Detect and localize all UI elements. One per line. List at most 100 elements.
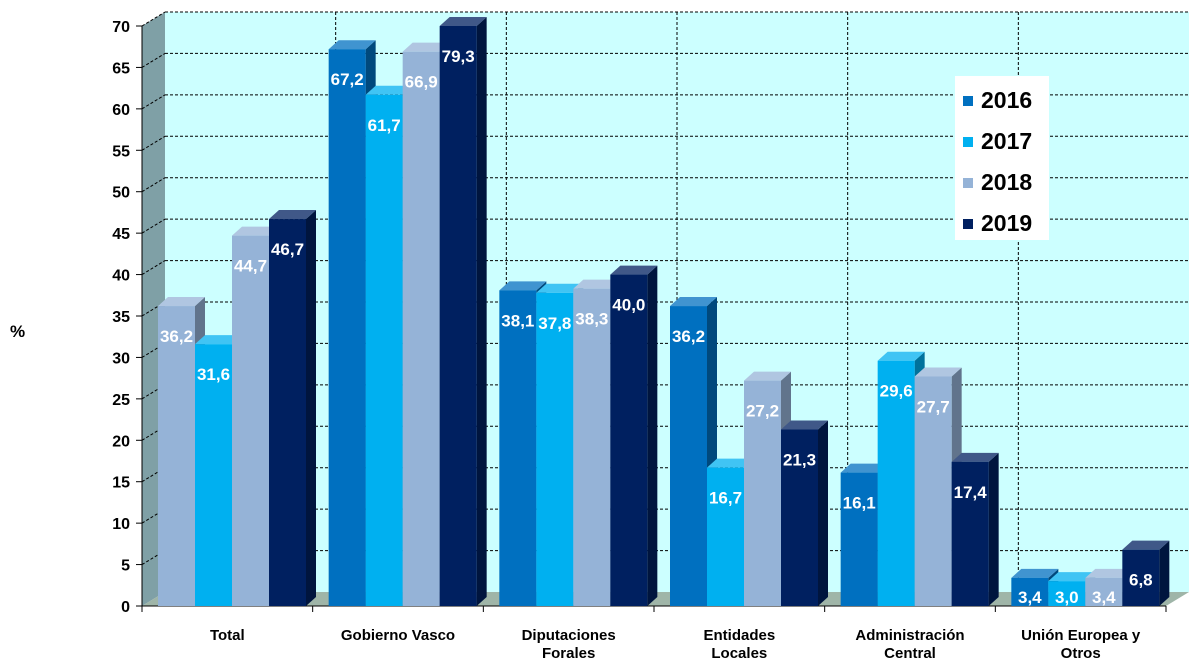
data-label: 36,2 (672, 327, 705, 346)
legend-swatch-2019 (963, 218, 973, 229)
bar-front (328, 49, 366, 606)
data-label: 79,3 (442, 47, 475, 66)
gridline-side (141, 53, 166, 68)
legend-label-2018: 2018 (981, 169, 1033, 195)
bar-front (195, 344, 232, 606)
bar-top (914, 367, 962, 377)
data-label: 46,7 (271, 240, 304, 259)
legend-item-2016: 2016 (963, 80, 1049, 121)
data-label: 3,4 (1092, 588, 1116, 607)
x-tick-label: Gobierno Vasco (341, 627, 455, 644)
bar-top (1122, 540, 1170, 550)
bar (951, 452, 999, 606)
bar-front (781, 429, 818, 606)
bar-top (328, 40, 376, 50)
y-tick-label: 60 (112, 102, 130, 119)
x-tick-label: Total (210, 627, 245, 644)
bar (439, 17, 487, 606)
bar-top (670, 297, 717, 307)
bar-top (402, 42, 450, 52)
bar-front (158, 306, 195, 606)
bar-front (1011, 577, 1049, 606)
y-tick-label: 70 (112, 19, 130, 36)
y-tick-label: 30 (112, 350, 130, 367)
x-tick-label: Otros (1061, 645, 1101, 662)
data-label: 3,4 (1018, 588, 1042, 607)
y-tick-label: 25 (112, 392, 130, 409)
gridline-side (141, 260, 166, 275)
bar-top (1048, 572, 1096, 582)
data-label: 3,0 (1055, 588, 1079, 607)
bar (781, 420, 828, 606)
bar-top (744, 371, 791, 381)
x-tick-label: Unión Europea y (1021, 627, 1141, 644)
x-tick-label: Entidades (703, 627, 775, 644)
bar-top (365, 85, 413, 95)
bar-front (573, 288, 611, 606)
data-label: 16,7 (709, 489, 742, 508)
bar-top (707, 458, 754, 468)
bar-front (707, 467, 744, 606)
y-tick-label: 10 (112, 516, 130, 533)
gridline-side (141, 11, 166, 27)
bar-top (269, 210, 316, 220)
bar (1122, 540, 1170, 606)
bar-top (158, 297, 205, 307)
bar-front (840, 472, 878, 606)
legend-label-2017: 2017 (981, 128, 1033, 154)
y-tick-label: 50 (112, 185, 130, 202)
bar-front (536, 292, 574, 606)
bar (269, 210, 316, 607)
bar-top (1085, 568, 1133, 578)
bar-front (439, 26, 477, 606)
bar-top (951, 452, 999, 462)
bar-front (877, 360, 915, 606)
data-label: 29,6 (880, 382, 913, 401)
bar-top (573, 279, 621, 289)
bar-front (232, 235, 269, 606)
bar-top (877, 351, 925, 361)
y-tick-label: 15 (112, 475, 130, 492)
data-label: 37,8 (538, 314, 571, 333)
bar-front (951, 461, 989, 606)
y-tick-label: 45 (112, 226, 130, 243)
data-label: 27,7 (917, 397, 950, 416)
data-label: 66,9 (405, 73, 438, 92)
data-label: 27,2 (746, 402, 779, 421)
bar-top (195, 335, 242, 345)
data-label: 16,1 (843, 494, 876, 513)
bar-top (232, 226, 279, 236)
bar (914, 367, 962, 606)
bar-front (1085, 577, 1123, 606)
bar-front (610, 274, 648, 606)
data-label: 61,7 (368, 116, 401, 135)
data-label: 21,3 (783, 451, 816, 470)
bar-side (647, 265, 658, 606)
y-tick-label: 40 (112, 268, 130, 285)
x-tick-label: Forales (542, 645, 595, 662)
data-label: 38,1 (501, 311, 534, 330)
data-label: 44,7 (234, 257, 267, 276)
gridline-side (141, 218, 166, 234)
gridline-side (141, 94, 166, 110)
legend-swatch-2017 (963, 136, 973, 147)
bar-side (988, 452, 999, 606)
x-tick-label: Locales (711, 645, 767, 662)
legend-label-2016: 2016 (981, 87, 1033, 113)
bar (610, 265, 658, 606)
data-label: 31,6 (197, 365, 230, 384)
bar-front (744, 380, 781, 606)
bar-top (536, 283, 584, 293)
y-tick-label: 65 (112, 60, 130, 77)
y-tick-label: 55 (112, 143, 130, 160)
gridline-side (141, 135, 166, 151)
bar-front (1048, 581, 1086, 606)
y-tick-label: 5 (121, 558, 130, 575)
data-label: 67,2 (331, 70, 364, 89)
y-tick-label: 35 (112, 309, 130, 326)
bar-front (365, 94, 403, 607)
legend-item-2018: 2018 (963, 162, 1049, 203)
data-label: 36,2 (160, 327, 193, 346)
data-label: 38,3 (575, 310, 608, 329)
bar-front (914, 376, 952, 606)
